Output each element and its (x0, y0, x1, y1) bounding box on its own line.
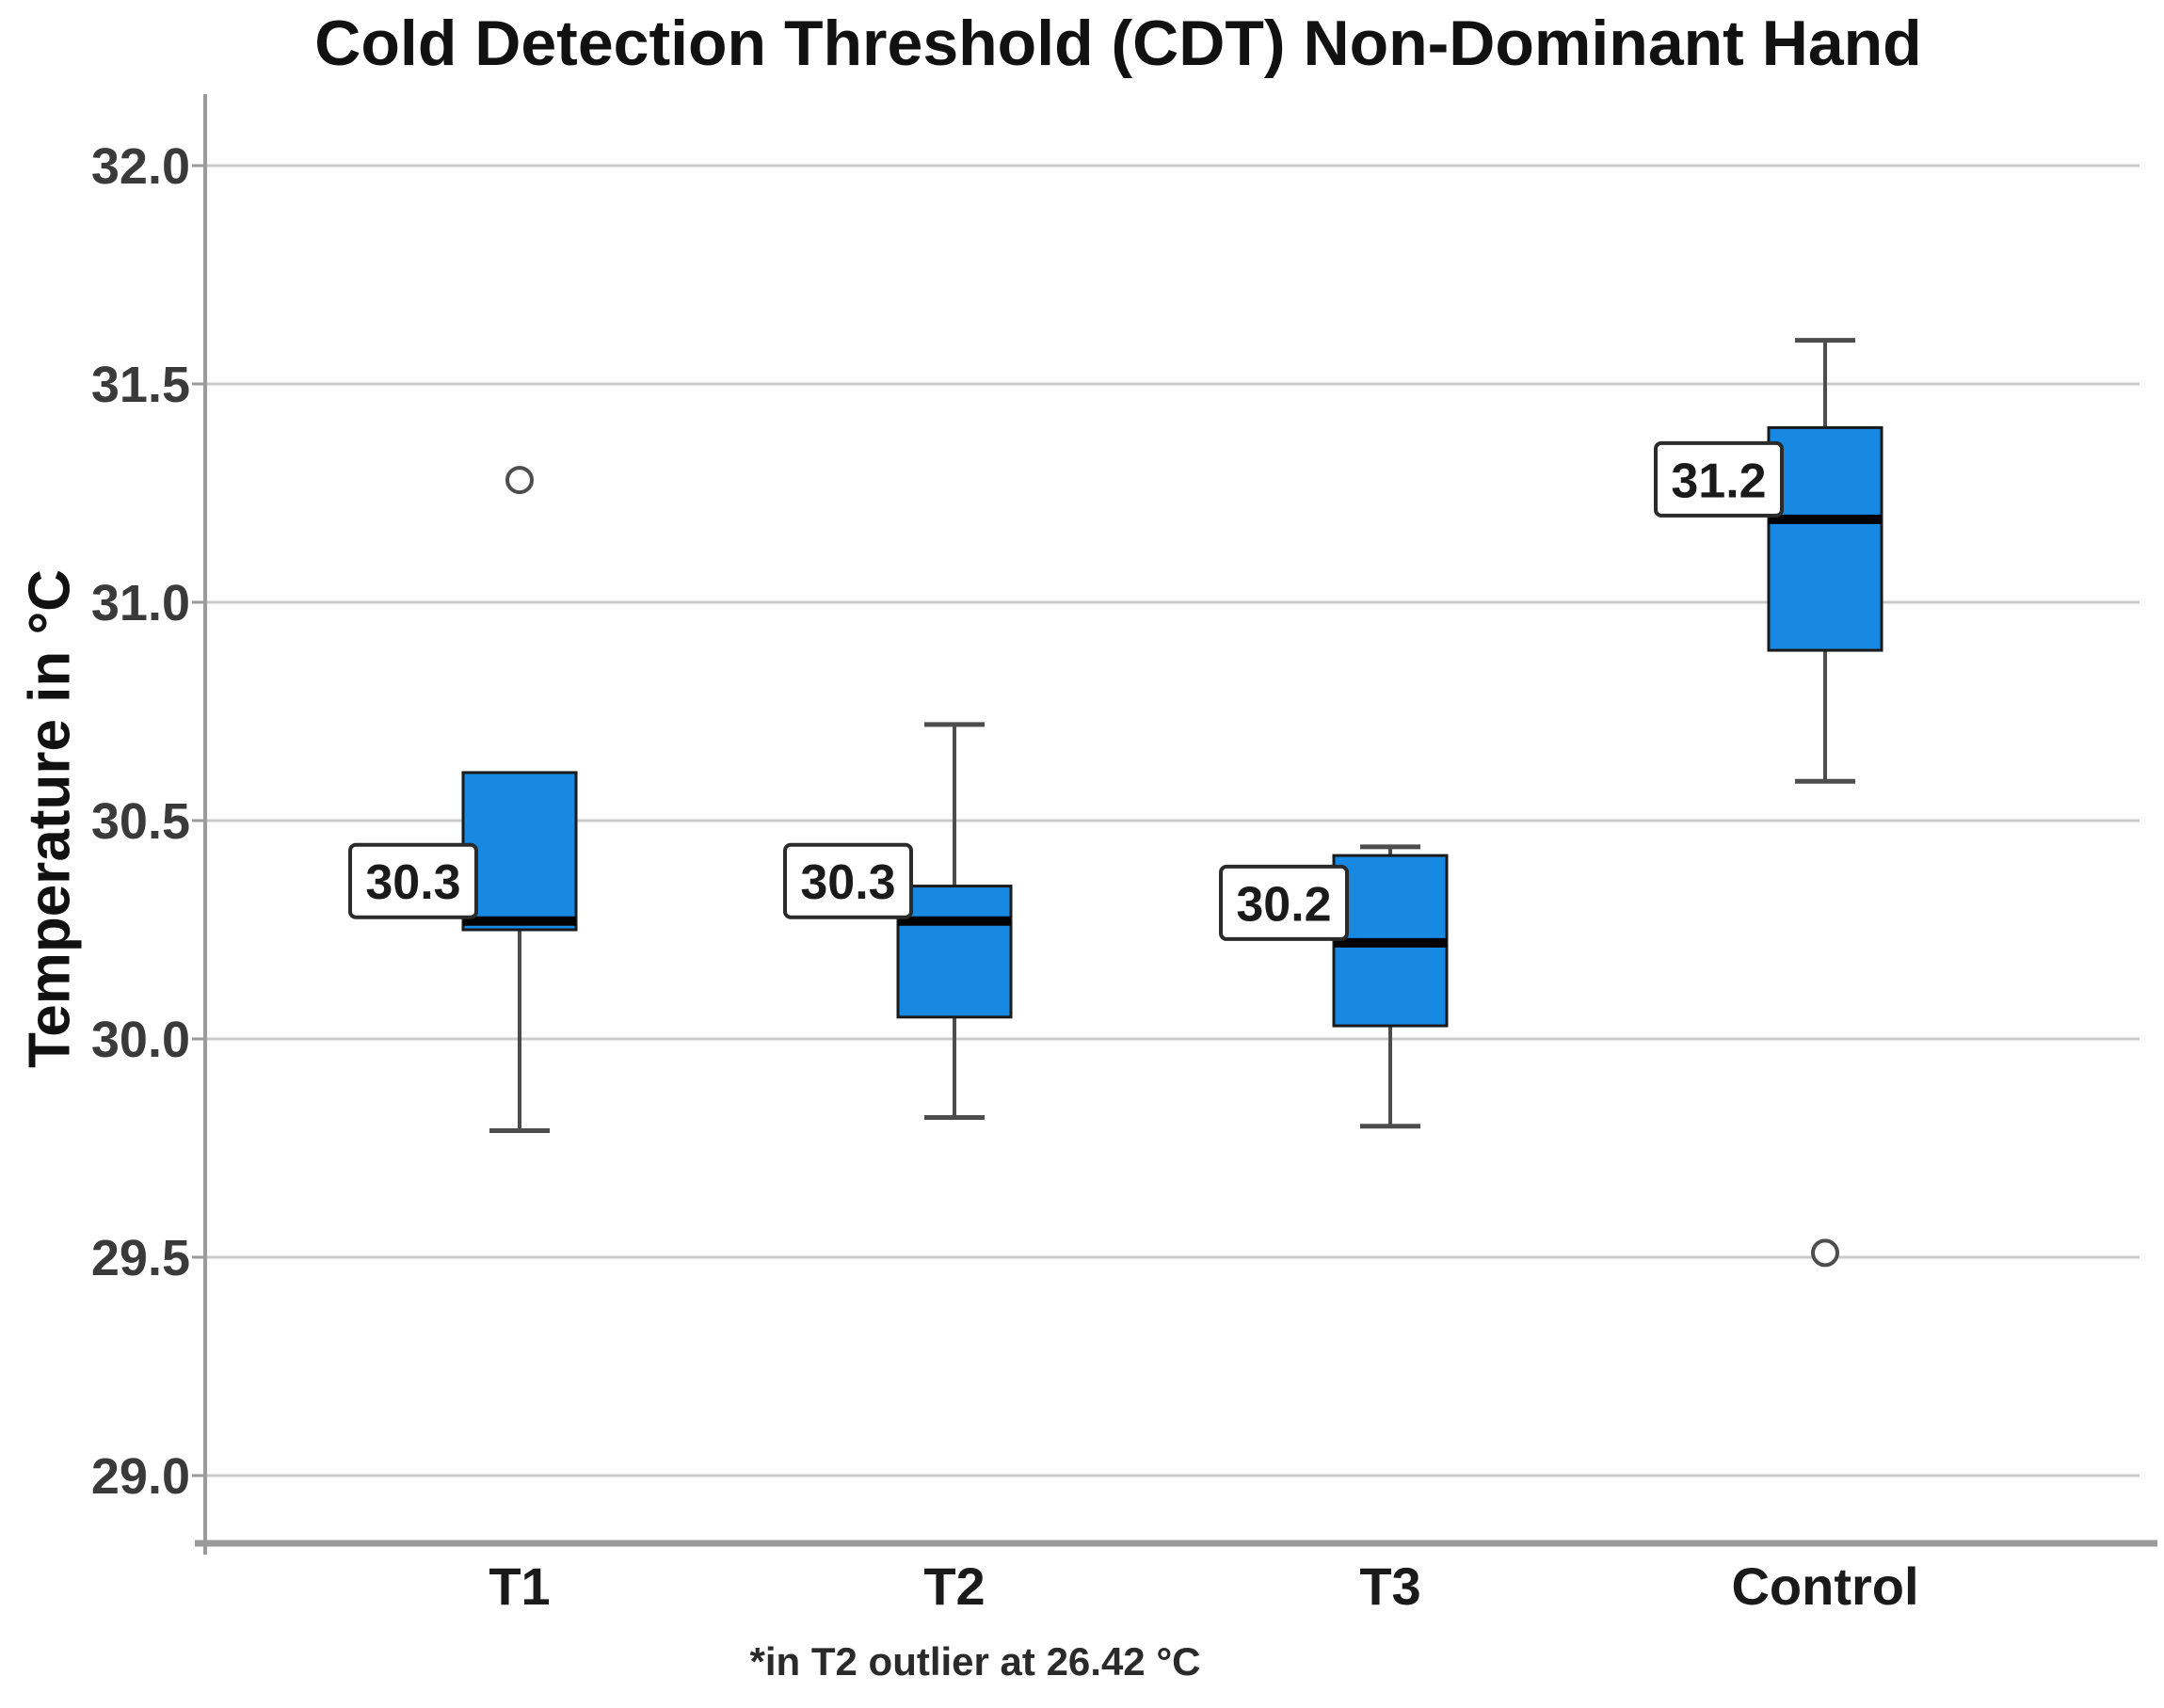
chart-title: Cold Detection Threshold (CDT) Non-Domin… (314, 8, 1922, 79)
x-category-label-T2: T2 (923, 1556, 985, 1616)
median-value-label: 31.2 (1671, 454, 1766, 508)
median-value-label: 30.3 (800, 855, 895, 910)
median-value-callout (783, 842, 913, 919)
x-category-label-T1: T1 (489, 1556, 550, 1616)
iqr-box (461, 771, 578, 932)
outlier-point (1811, 1238, 1839, 1268)
iqr-box (896, 885, 1013, 1019)
boxplot-T2: 30.3 (783, 722, 1013, 1121)
x-category-label-Control: Control (1731, 1556, 1918, 1616)
median-value-callout (1654, 440, 1784, 518)
y-tick-label: 29.0 (91, 1448, 190, 1505)
iqr-box (1767, 425, 1883, 652)
median-value-callout (1219, 864, 1349, 941)
y-tick-label: 29.5 (91, 1230, 190, 1286)
chart-footnote: *in T2 outlier at 26.42 °C (749, 1639, 1201, 1684)
median-value-label: 30.2 (1236, 877, 1331, 932)
y-tick-label: 31.5 (91, 357, 190, 413)
outlier-point (505, 466, 534, 495)
y-tick-label: 31.0 (91, 575, 190, 631)
boxplot-Control: 31.2 (1654, 338, 1883, 1268)
median-value-callout (348, 842, 478, 919)
boxplot-T3: 30.2 (1219, 844, 1449, 1129)
median-value-label: 30.3 (365, 855, 460, 910)
boxplot-T1: 30.3 (348, 466, 578, 1133)
y-tick-label: 30.0 (91, 1012, 190, 1068)
y-tick-label: 32.0 (91, 138, 190, 195)
x-category-label-T3: T3 (1359, 1556, 1420, 1616)
y-tick-label: 30.5 (91, 793, 190, 850)
